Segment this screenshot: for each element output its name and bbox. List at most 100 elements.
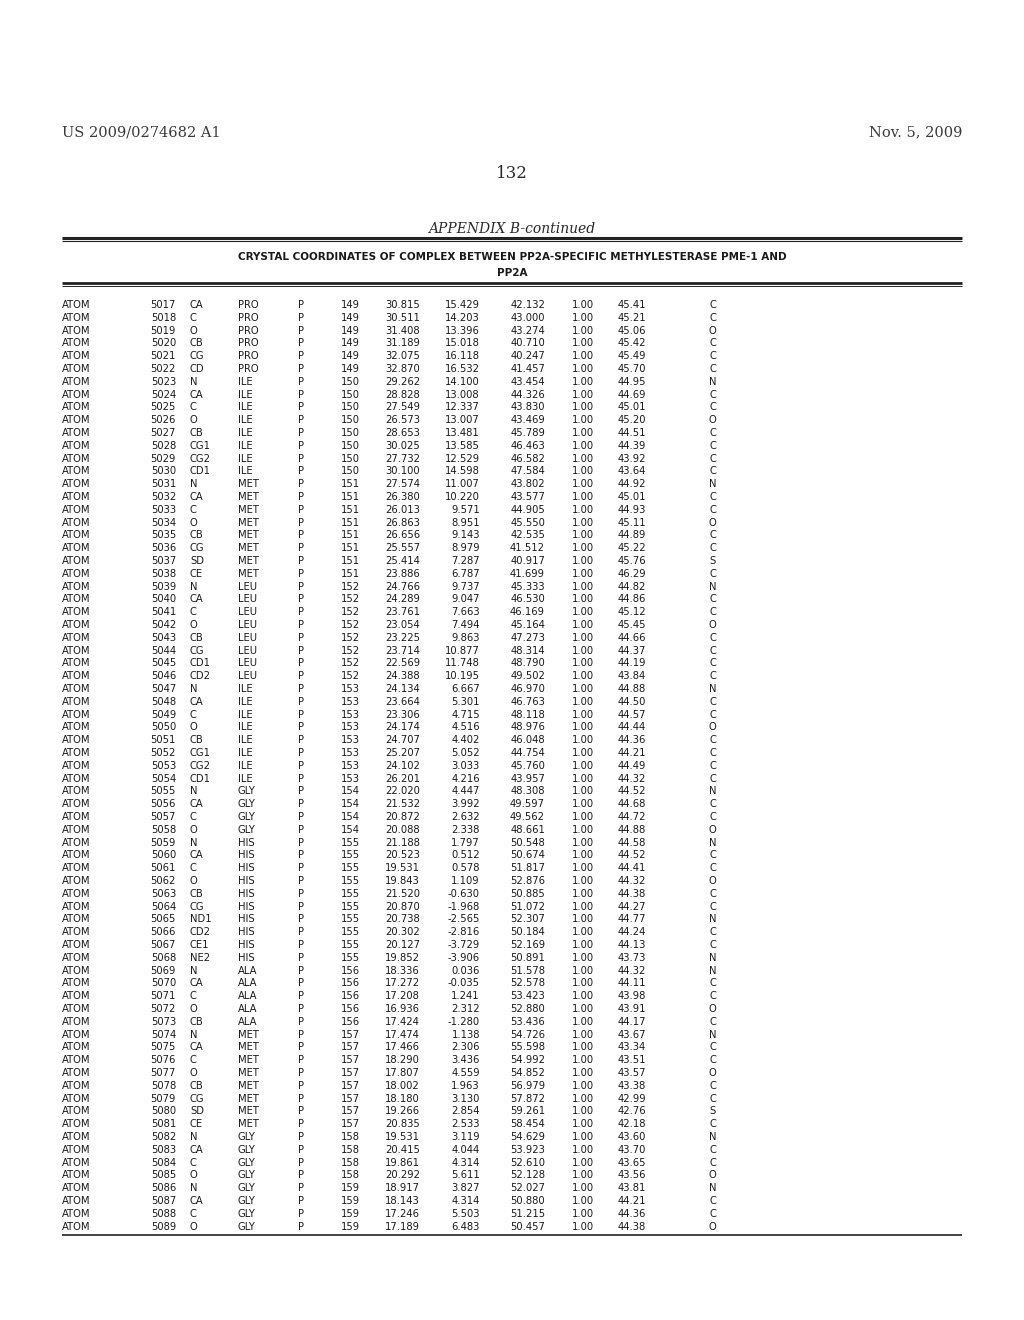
Text: 155: 155 — [341, 850, 360, 861]
Text: GLY: GLY — [238, 1171, 256, 1180]
Text: CB: CB — [190, 338, 204, 348]
Text: 43.98: 43.98 — [617, 991, 646, 1001]
Text: 1.00: 1.00 — [571, 1171, 594, 1180]
Text: CRYSTAL COORDINATES OF COMPLEX BETWEEN PP2A-SPECIFIC METHYLESTERASE PME-1 AND: CRYSTAL COORDINATES OF COMPLEX BETWEEN P… — [238, 252, 786, 261]
Text: Nov. 5, 2009: Nov. 5, 2009 — [868, 125, 962, 139]
Text: ATOM: ATOM — [62, 479, 90, 490]
Text: 44.37: 44.37 — [617, 645, 646, 656]
Text: 27.732: 27.732 — [385, 454, 420, 463]
Text: 26.656: 26.656 — [385, 531, 420, 540]
Text: 5070: 5070 — [151, 978, 176, 989]
Text: P: P — [298, 645, 304, 656]
Text: 22.569: 22.569 — [385, 659, 420, 668]
Text: 50.885: 50.885 — [510, 888, 545, 899]
Text: CD1: CD1 — [190, 466, 211, 477]
Text: C: C — [710, 760, 716, 771]
Text: 1.00: 1.00 — [571, 607, 594, 618]
Text: 32.870: 32.870 — [385, 364, 420, 374]
Text: ALA: ALA — [238, 1016, 257, 1027]
Text: C: C — [710, 812, 716, 822]
Text: P: P — [298, 376, 304, 387]
Text: 18.336: 18.336 — [385, 966, 420, 975]
Text: C: C — [710, 940, 716, 950]
Text: P: P — [298, 313, 304, 323]
Text: C: C — [710, 466, 716, 477]
Text: LEU: LEU — [238, 659, 257, 668]
Text: 24.707: 24.707 — [385, 735, 420, 746]
Text: C: C — [710, 454, 716, 463]
Text: 10.195: 10.195 — [445, 671, 480, 681]
Text: 157: 157 — [341, 1068, 360, 1078]
Text: ILE: ILE — [238, 376, 253, 387]
Text: S: S — [710, 1106, 716, 1117]
Text: 20.523: 20.523 — [385, 850, 420, 861]
Text: C: C — [710, 364, 716, 374]
Text: MET: MET — [238, 569, 259, 578]
Text: 158: 158 — [341, 1144, 360, 1155]
Text: P: P — [298, 876, 304, 886]
Text: P: P — [298, 1068, 304, 1078]
Text: 5056: 5056 — [151, 799, 176, 809]
Text: P: P — [298, 544, 304, 553]
Text: P: P — [298, 1093, 304, 1104]
Text: C: C — [710, 888, 716, 899]
Text: 46.29: 46.29 — [617, 569, 646, 578]
Text: P: P — [298, 504, 304, 515]
Text: 155: 155 — [341, 838, 360, 847]
Text: P: P — [298, 748, 304, 758]
Text: GLY: GLY — [238, 1221, 256, 1232]
Text: C: C — [710, 428, 716, 438]
Text: 40.917: 40.917 — [510, 556, 545, 566]
Text: CA: CA — [190, 300, 204, 310]
Text: 158: 158 — [341, 1158, 360, 1168]
Text: 17.807: 17.807 — [385, 1068, 420, 1078]
Text: 17.424: 17.424 — [385, 1016, 420, 1027]
Text: C: C — [710, 313, 716, 323]
Text: 42.132: 42.132 — [510, 300, 545, 310]
Text: 20.127: 20.127 — [385, 940, 420, 950]
Text: PRO: PRO — [238, 313, 259, 323]
Text: 2.306: 2.306 — [452, 1043, 480, 1052]
Text: ATOM: ATOM — [62, 441, 90, 451]
Text: 5065: 5065 — [151, 915, 176, 924]
Text: MET: MET — [238, 504, 259, 515]
Text: P: P — [298, 556, 304, 566]
Text: ATOM: ATOM — [62, 684, 90, 694]
Text: C: C — [710, 1196, 716, 1206]
Text: 1.00: 1.00 — [571, 504, 594, 515]
Text: CD2: CD2 — [190, 927, 211, 937]
Text: C: C — [190, 991, 197, 1001]
Text: 5084: 5084 — [151, 1158, 176, 1168]
Text: N: N — [709, 787, 716, 796]
Text: 149: 149 — [341, 326, 360, 335]
Text: 5040: 5040 — [151, 594, 176, 605]
Text: 30.815: 30.815 — [385, 300, 420, 310]
Text: O: O — [709, 1068, 716, 1078]
Text: C: C — [190, 863, 197, 874]
Text: MET: MET — [238, 1093, 259, 1104]
Text: 5041: 5041 — [151, 607, 176, 618]
Text: 159: 159 — [341, 1196, 360, 1206]
Text: 5.611: 5.611 — [452, 1171, 480, 1180]
Text: 5081: 5081 — [151, 1119, 176, 1129]
Text: ATOM: ATOM — [62, 978, 90, 989]
Text: 26.863: 26.863 — [385, 517, 420, 528]
Text: P: P — [298, 915, 304, 924]
Text: 7.287: 7.287 — [452, 556, 480, 566]
Text: ATOM: ATOM — [62, 812, 90, 822]
Text: C: C — [710, 927, 716, 937]
Text: O: O — [709, 416, 716, 425]
Text: MET: MET — [238, 492, 259, 502]
Text: 1.00: 1.00 — [571, 632, 594, 643]
Text: 54.852: 54.852 — [510, 1068, 545, 1078]
Text: 44.21: 44.21 — [617, 748, 646, 758]
Text: MET: MET — [238, 531, 259, 540]
Text: ILE: ILE — [238, 428, 253, 438]
Text: 20.292: 20.292 — [385, 1171, 420, 1180]
Text: ATOM: ATOM — [62, 376, 90, 387]
Text: 25.414: 25.414 — [385, 556, 420, 566]
Text: 43.84: 43.84 — [617, 671, 646, 681]
Text: 52.169: 52.169 — [510, 940, 545, 950]
Text: 44.88: 44.88 — [617, 825, 646, 834]
Text: 1.00: 1.00 — [571, 850, 594, 861]
